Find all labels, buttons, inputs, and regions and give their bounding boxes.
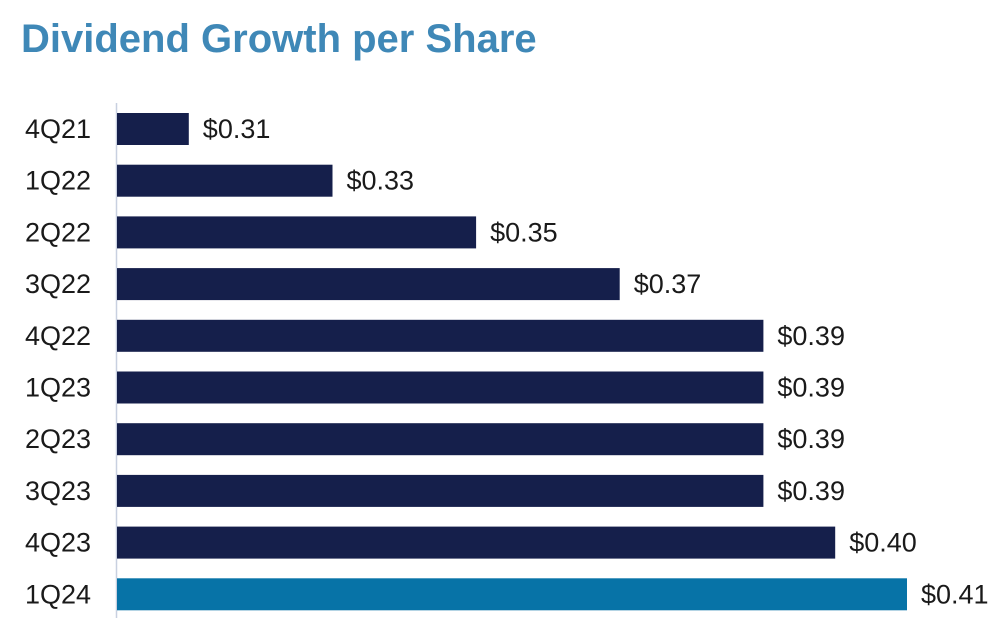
bar-4q22 — [117, 319, 764, 352]
category-label-1q22: 1Q22 — [25, 166, 91, 196]
bar-4q21 — [117, 113, 189, 145]
category-label-2q23: 2Q23 — [25, 424, 91, 454]
bar-1q23 — [117, 371, 764, 404]
value-label-1q22: $0.33 — [347, 166, 415, 196]
category-label-1q24: 1Q24 — [25, 579, 91, 609]
bar-3q22 — [117, 268, 620, 301]
value-label-3q22: $0.37 — [634, 269, 702, 299]
bar-2q23 — [117, 423, 764, 456]
bar-1q24 — [117, 578, 907, 611]
value-label-3q23: $0.39 — [777, 476, 845, 506]
bar-2q22 — [117, 216, 477, 249]
value-labels-group: $0.31 $0.33 $0.35 $0.37 $0.39 $0.39 $0.39 $0.39… — [203, 114, 989, 609]
bar-1q22 — [117, 164, 333, 197]
bar-3q23 — [117, 474, 764, 507]
category-labels-group: 4Q21 1Q22 2Q22 3Q22 4Q22 1Q23 2Q23 3Q23 4Q23 1Q24 — [25, 114, 91, 609]
value-label-2q22: $0.35 — [490, 217, 558, 247]
category-label-2q22: 2Q22 — [25, 217, 91, 247]
category-label-1q23: 1Q23 — [25, 373, 91, 403]
chart-title: Dividend Growth per Share — [21, 17, 537, 61]
bar-4q23 — [117, 526, 836, 559]
category-label-4q21: 4Q21 — [25, 114, 91, 144]
category-label-4q22: 4Q22 — [25, 321, 91, 351]
category-label-3q23: 3Q23 — [25, 476, 91, 506]
value-label-4q21: $0.31 — [203, 114, 271, 144]
value-label-1q24: $0.41 — [921, 579, 989, 609]
bars-group — [117, 113, 907, 611]
value-label-2q23: $0.39 — [777, 424, 845, 454]
value-label-4q22: $0.39 — [777, 321, 845, 351]
value-label-4q23: $0.40 — [849, 528, 917, 558]
category-label-4q23: 4Q23 — [25, 528, 91, 558]
category-label-3q22: 3Q22 — [25, 269, 91, 299]
value-label-1q23: $0.39 — [777, 373, 845, 403]
